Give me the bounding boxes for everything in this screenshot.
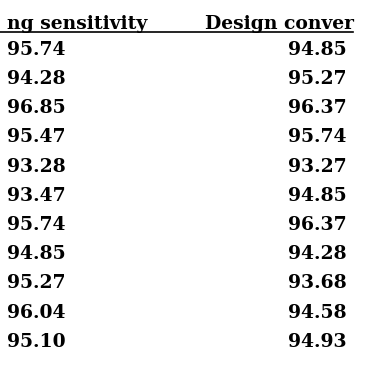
Text: 93.68: 93.68: [288, 274, 346, 292]
Text: 94.93: 94.93: [288, 333, 346, 351]
Text: 94.85: 94.85: [7, 245, 66, 263]
Text: 96.85: 96.85: [7, 99, 66, 117]
Text: 94.58: 94.58: [288, 304, 346, 321]
Text: 95.74: 95.74: [7, 216, 66, 234]
Text: 95.27: 95.27: [288, 70, 346, 88]
Text: 95.27: 95.27: [7, 274, 66, 292]
Text: 93.47: 93.47: [7, 187, 66, 205]
Text: 95.74: 95.74: [288, 128, 346, 146]
Text: 94.85: 94.85: [288, 41, 346, 59]
Text: 94.28: 94.28: [288, 245, 346, 263]
Text: 94.28: 94.28: [7, 70, 66, 88]
Text: 95.74: 95.74: [7, 41, 66, 59]
Text: ng sensitivity: ng sensitivity: [7, 15, 147, 33]
Text: 96.04: 96.04: [7, 304, 66, 321]
Text: Design conver: Design conver: [205, 15, 354, 33]
Text: 95.47: 95.47: [7, 128, 66, 146]
Text: 95.10: 95.10: [7, 333, 66, 351]
Text: 93.28: 93.28: [7, 158, 66, 175]
Text: 94.85: 94.85: [288, 187, 346, 205]
Text: 93.27: 93.27: [288, 158, 346, 175]
Text: 96.37: 96.37: [288, 99, 346, 117]
Text: 96.37: 96.37: [288, 216, 346, 234]
